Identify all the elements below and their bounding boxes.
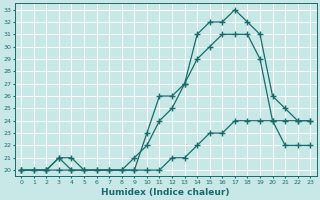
X-axis label: Humidex (Indice chaleur): Humidex (Indice chaleur) [101, 188, 230, 197]
